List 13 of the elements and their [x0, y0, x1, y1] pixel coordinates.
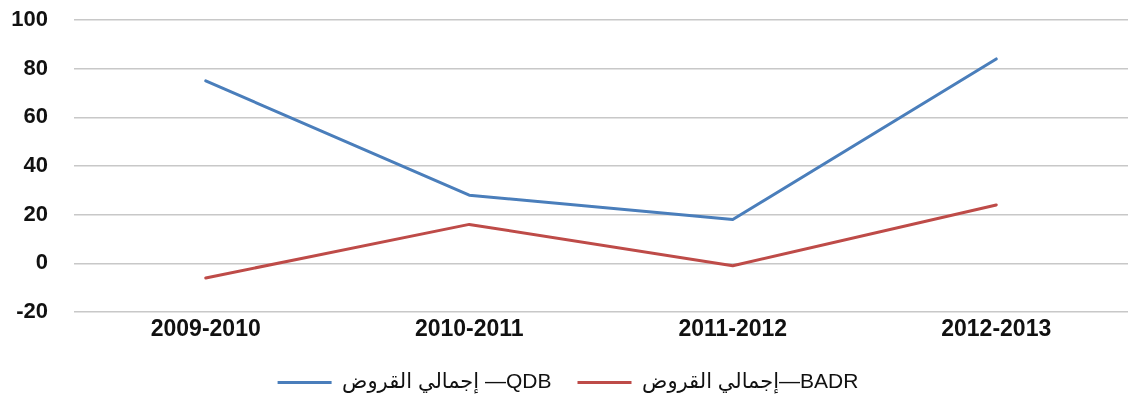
y-tick-label: 100 [11, 6, 48, 32]
x-tick-label: 2011-2012 [678, 315, 788, 342]
legend-label: إجمالي القروض —QDB [342, 369, 552, 395]
y-tick-label: 60 [23, 103, 48, 129]
legend-label: إجمالي القروض—BADR [642, 369, 859, 395]
y-tick-label: 80 [23, 54, 48, 80]
x-tick-label: 2010-2011 [414, 315, 524, 342]
y-tick-label: 0 [35, 249, 48, 275]
x-tick-label: 2009-2010 [150, 315, 261, 342]
y-tick-label: 20 [23, 200, 48, 226]
y-tick-label: -20 [16, 298, 48, 324]
x-tick-label: 2012-2013 [941, 315, 1052, 342]
y-tick-label: 40 [23, 152, 48, 178]
